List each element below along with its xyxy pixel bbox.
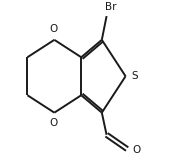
Text: Br: Br bbox=[105, 2, 116, 12]
Text: O: O bbox=[49, 24, 58, 34]
Text: S: S bbox=[131, 71, 138, 81]
Text: O: O bbox=[133, 145, 141, 155]
Text: O: O bbox=[49, 118, 58, 128]
